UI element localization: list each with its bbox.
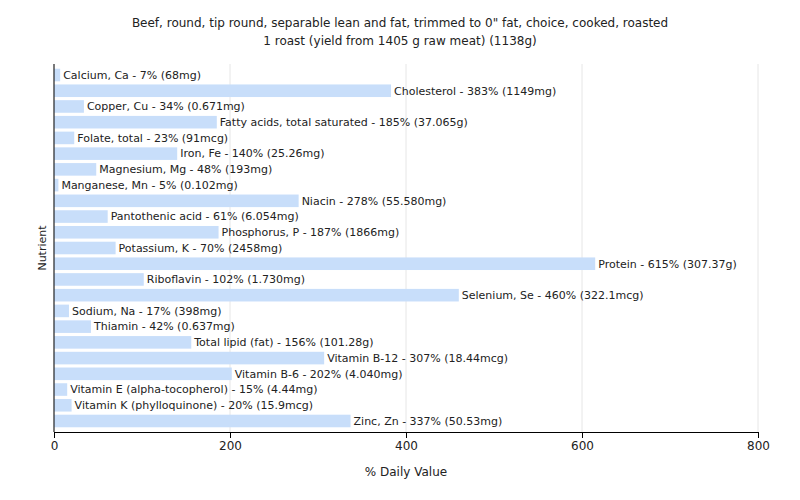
grid-line	[54, 64, 55, 432]
grid	[54, 64, 758, 432]
bar-label: Vitamin E (alpha-tocopherol) - 15% (4.44…	[70, 383, 317, 396]
bar-label: Vitamin B-6 - 202% (4.040mg)	[235, 368, 403, 381]
x-axis-title: % Daily Value	[365, 465, 447, 479]
x-tick-mark	[582, 432, 583, 438]
x-tick-label: 400	[395, 439, 418, 453]
x-tick-mark	[406, 432, 407, 438]
bar	[54, 368, 232, 381]
bar-label: Vitamin B-12 - 307% (18.44mcg)	[327, 352, 508, 365]
x-tick-mark	[758, 432, 759, 438]
bar	[54, 289, 459, 302]
chart: Calcium, Ca - 7% (68mg) Cholesterol - 383…	[0, 0, 800, 500]
subtitle: 1 roast (yield from 1405 g raw meat) (11…	[263, 34, 536, 48]
bar	[54, 195, 299, 208]
grid-line	[582, 64, 583, 432]
bar-label: Iron, Fe - 140% (25.26mg)	[180, 147, 324, 160]
bar	[54, 69, 60, 82]
bar-label: Phosphorus, P - 187% (1866mg)	[222, 226, 400, 239]
bar	[54, 399, 72, 412]
x-tick: 400	[395, 432, 418, 453]
x-tick: 0	[51, 432, 59, 453]
bar	[54, 383, 67, 396]
bar	[54, 415, 351, 428]
x-tick-label: 800	[747, 439, 770, 453]
x-tick: 200	[219, 432, 242, 453]
x-tick: 800	[747, 432, 770, 453]
bar-label: Sodium, Na - 17% (398mg)	[72, 305, 222, 318]
bar	[54, 179, 58, 192]
bar	[54, 305, 69, 318]
bar-label: Vitamin K (phylloquinone) - 20% (15.9mcg…	[75, 399, 313, 412]
bar-label: Riboflavin - 102% (1.730mg)	[147, 273, 305, 286]
bar-label: Fatty acids, total saturated - 185% (37.…	[220, 116, 468, 129]
bar-label: Protein - 615% (307.37g)	[598, 258, 737, 271]
x-tick-mark	[54, 432, 55, 438]
bars	[54, 69, 595, 428]
bar	[54, 147, 177, 160]
bar-label: Magnesium, Mg - 48% (193mg)	[99, 163, 272, 176]
bar	[54, 273, 144, 286]
bar	[54, 100, 84, 113]
title: Beef, round, tip round, separable lean a…	[132, 16, 668, 30]
bar	[54, 226, 219, 239]
bar	[54, 116, 217, 129]
bar	[54, 336, 191, 349]
y-axis-line	[54, 64, 55, 432]
grid-line	[758, 64, 759, 432]
bar-label: Calcium, Ca - 7% (68mg)	[63, 69, 201, 82]
bar-label: Thiamin - 42% (0.637mg)	[93, 320, 235, 333]
bar	[54, 352, 324, 365]
x-tick-label: 0	[51, 439, 59, 453]
bar	[54, 84, 391, 97]
bar	[54, 210, 108, 223]
x-tick-mark	[230, 432, 231, 438]
bar	[54, 132, 74, 145]
bar-label: Folate, total - 23% (91mcg)	[77, 132, 228, 145]
bar-label: Copper, Cu - 34% (0.671mg)	[87, 100, 245, 113]
x-tick: 600	[571, 432, 594, 453]
bar	[54, 242, 116, 255]
bar-label: Niacin - 278% (55.580mg)	[302, 195, 447, 208]
bar-labels: Calcium, Ca - 7% (68mg) Cholesterol - 383…	[61, 69, 736, 428]
bar-label: Selenium, Se - 460% (322.1mcg)	[462, 289, 644, 302]
bar-label: Potassium, K - 70% (2458mg)	[119, 242, 283, 255]
x-tick-label: 200	[219, 439, 242, 453]
x-tick-label: 600	[571, 439, 594, 453]
bar	[54, 163, 96, 176]
y-axis-title: Nutrient	[36, 225, 49, 271]
x-axis: 0 200 400 600 800	[51, 432, 770, 453]
bar-label: Cholesterol - 383% (1149mg)	[394, 85, 556, 98]
bar-label: Total lipid (fat) - 156% (101.28g)	[193, 336, 373, 349]
bar-label: Zinc, Zn - 337% (50.53mg)	[354, 415, 503, 428]
bar	[54, 257, 595, 270]
bar-label: Pantothenic acid - 61% (6.054mg)	[111, 210, 299, 223]
bar	[54, 320, 91, 333]
bar-label: Manganese, Mn - 5% (0.102mg)	[61, 179, 237, 192]
